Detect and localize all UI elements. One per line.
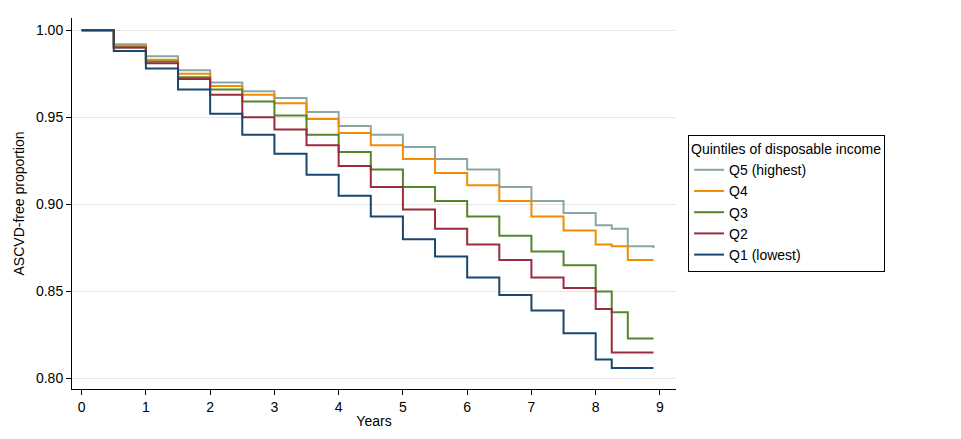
- svg-text:Q5 (highest): Q5 (highest): [729, 162, 806, 178]
- svg-text:Q1 (lowest): Q1 (lowest): [729, 247, 801, 263]
- svg-text:1.00: 1.00: [36, 22, 63, 38]
- svg-text:5: 5: [399, 399, 407, 415]
- svg-text:4: 4: [335, 399, 343, 415]
- svg-text:7: 7: [528, 399, 536, 415]
- svg-text:3: 3: [271, 399, 279, 415]
- svg-text:0.85: 0.85: [36, 283, 63, 299]
- svg-text:1: 1: [142, 399, 150, 415]
- svg-text:Q3: Q3: [729, 205, 748, 221]
- svg-text:Years: Years: [356, 413, 391, 429]
- svg-text:Q4: Q4: [729, 183, 748, 199]
- svg-text:0.80: 0.80: [36, 370, 63, 386]
- svg-text:8: 8: [592, 399, 600, 415]
- svg-text:2: 2: [206, 399, 214, 415]
- svg-text:Q2: Q2: [729, 226, 748, 242]
- svg-text:Quintiles of disposable income: Quintiles of disposable income: [691, 141, 881, 157]
- svg-text:0: 0: [78, 399, 86, 415]
- svg-text:6: 6: [463, 399, 471, 415]
- svg-text:9: 9: [656, 399, 664, 415]
- svg-text:0.95: 0.95: [36, 109, 63, 125]
- svg-text:0.90: 0.90: [36, 196, 63, 212]
- svg-text:ASCVD-free proportion: ASCVD-free proportion: [11, 132, 27, 276]
